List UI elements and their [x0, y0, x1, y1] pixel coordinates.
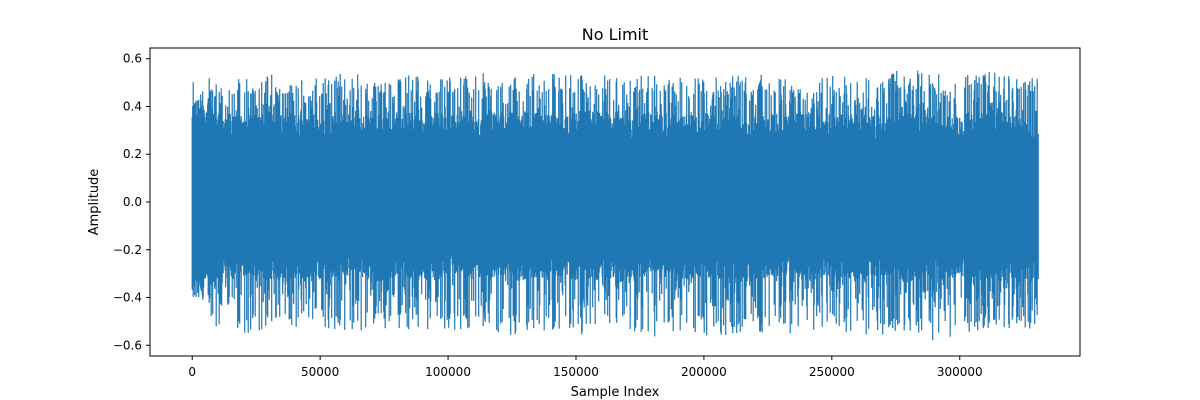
x-tick-label: 250000 — [809, 365, 855, 379]
y-tick-label: 0.4 — [123, 99, 142, 113]
series-group — [191, 70, 1039, 341]
x-tick-label: 0 — [188, 365, 196, 379]
x-tick-label: 200000 — [681, 365, 727, 379]
y-tick-label: 0.2 — [123, 147, 142, 161]
y-tick-label: 0.0 — [123, 195, 142, 209]
y-axis-ticks: −0.6 −0.4 −0.2 0.0 0.2 0.4 0.6 — [113, 52, 150, 352]
y-tick-label: 0.6 — [123, 52, 142, 66]
waveform-series-line — [191, 70, 1039, 341]
x-tick-label: 150000 — [553, 365, 599, 379]
x-axis-ticks: 0 50000 100000 150000 200000 250000 300000 — [188, 356, 983, 379]
y-tick-label: −0.6 — [113, 338, 142, 352]
x-tick-label: 50000 — [301, 365, 339, 379]
x-tick-label: 100000 — [425, 365, 471, 379]
y-axis-label: Amplitude — [87, 169, 102, 236]
x-axis-label: Sample Index — [571, 385, 660, 400]
x-tick-label: 300000 — [937, 365, 983, 379]
chart-title: No Limit — [582, 25, 649, 44]
y-tick-label: −0.4 — [113, 291, 142, 305]
y-tick-label: −0.2 — [113, 243, 142, 257]
